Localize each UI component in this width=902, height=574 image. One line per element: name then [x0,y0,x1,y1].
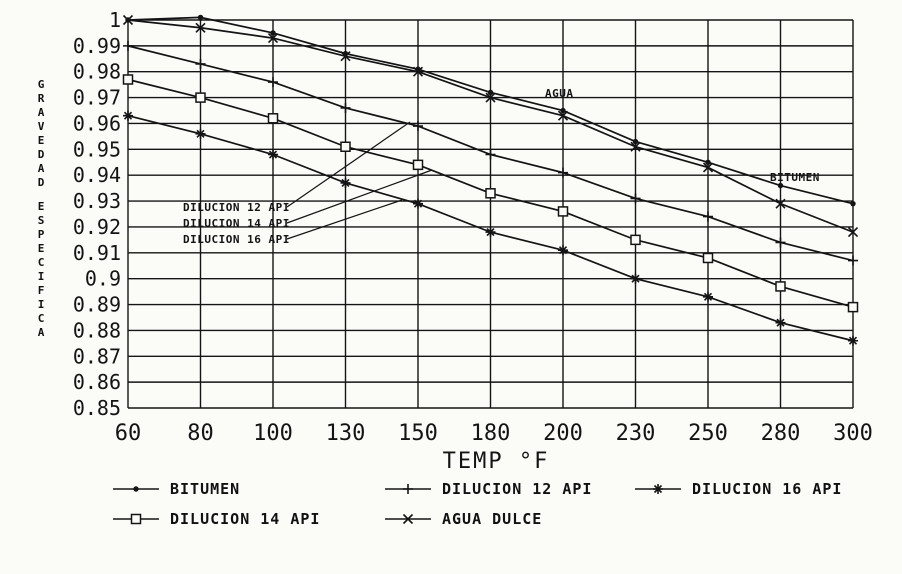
y-title-letter: F [37,284,45,297]
y-title-letter: S [37,214,45,227]
y-title-letter: E [37,200,45,213]
legend-row: DILUCION 14 API AGUA DULCE [112,510,892,528]
curve-label-bitumen: BITUMEN [770,171,820,184]
x-tick-label: 300 [833,421,873,446]
legend-label: DILUCION 16 API [692,480,843,498]
y-title-letter: C [37,256,45,269]
x-tick-label: 250 [688,421,728,446]
callout-label-dilucion-16-api: DILUCION 16 API [183,233,290,246]
legend-item-dilucion-14-api: DILUCION 14 API [112,510,384,528]
y-tick-label: 0.88 [73,318,121,342]
chart-series [122,14,859,346]
series-dilucion-12-api [123,40,858,266]
x-tick-label: 100 [253,421,293,446]
callout-leader-line [286,199,403,240]
y-tick-label: 0.95 [73,137,121,161]
y-title-letter: A [37,162,45,175]
x-tick-label: 150 [398,421,438,446]
y-title-letter: P [37,228,45,241]
legend-item-agua-dulce: AGUA DULCE [384,510,634,528]
chart-canvas: 10.990.980.970.960.950.940.930.920.910.9… [73,8,873,474]
legend-label: AGUA DULCE [442,510,543,528]
x-tick-label: 280 [761,421,801,446]
legend-label: DILUCION 12 API [442,480,593,498]
callout-leader-line [286,169,433,224]
y-tick-label: 0.92 [73,215,121,239]
series-dilucion-14-api [122,74,859,313]
x-tick-label: 130 [326,421,366,446]
y-title-letter: E [37,242,45,255]
y-tick-label: 0.98 [73,60,121,84]
y-title-letter: R [37,92,45,105]
y-tick-label: 0.93 [73,189,121,213]
y-title-letter: A [37,106,45,119]
y-tick-label: 0.96 [73,111,121,135]
series-dilucion-16-api [123,110,858,346]
y-tick-label: 0.9 [85,267,121,291]
chart-annotations: AGUA BITUMEN DILUCION 12 API DILUCION 14 AP… [183,87,820,246]
y-tick-label: 0.94 [73,163,121,187]
dot-marker-icon [113,486,159,492]
y-title-letter: V [37,120,45,133]
legend-label: DILUCION 14 API [170,510,321,528]
axis-tick-labels: 10.990.980.970.960.950.940.930.920.910.9… [73,8,873,446]
legend-item-bitumen: BITUMEN [112,480,384,498]
grid-lines [127,19,854,409]
y-tick-label: 0.97 [73,86,121,110]
y-tick-label: 0.87 [73,344,121,368]
xcross-marker-icon [385,513,431,525]
y-tick-label: 1 [109,8,121,32]
y-title-letter: E [37,134,45,147]
chart-legend: BITUMEN DILUCION 12 API DILUCION 16 API DIL… [112,480,892,540]
x-tick-label: 180 [471,421,511,446]
x-tick-label: 230 [616,421,656,446]
series-agua-dulce [122,14,859,238]
y-tick-label: 0.86 [73,370,121,394]
y-tick-label: 0.99 [73,34,121,58]
callout-label-dilucion-14-api: DILUCION 14 API [183,217,290,230]
x-tick-label: 200 [543,421,583,446]
y-title-letter: A [37,326,45,339]
x-tick-label: 60 [115,421,142,446]
y-title-letter: G [37,78,45,91]
y-title-letter: I [37,298,45,311]
series-bitumen [125,14,856,207]
x-tick-label: 80 [187,421,214,446]
callout-label-dilucion-12-api: DILUCION 12 API [183,201,290,214]
asterisk-marker-icon [635,484,681,494]
y-title-letter: C [37,312,45,325]
legend-label: BITUMEN [170,480,241,498]
x-axis-title: TEMP °F [443,449,550,474]
callout-leader-line [286,121,411,208]
y-title-letter: D [37,148,45,161]
y-tick-label: 0.91 [73,241,121,265]
y-title-letter: D [37,176,45,189]
y-tick-label: 0.85 [73,396,121,420]
curve-label-agua: AGUA [545,87,574,100]
legend-row: BITUMEN DILUCION 12 API DILUCION 16 API [112,480,892,498]
plus-marker-icon [385,484,431,494]
y-title-letter: I [37,270,45,283]
legend-item-dilucion-16-api: DILUCION 16 API [634,480,842,498]
legend-item-dilucion-12-api: DILUCION 12 API [384,480,634,498]
y-tick-label: 0.89 [73,293,121,317]
square-marker-icon [113,513,159,525]
